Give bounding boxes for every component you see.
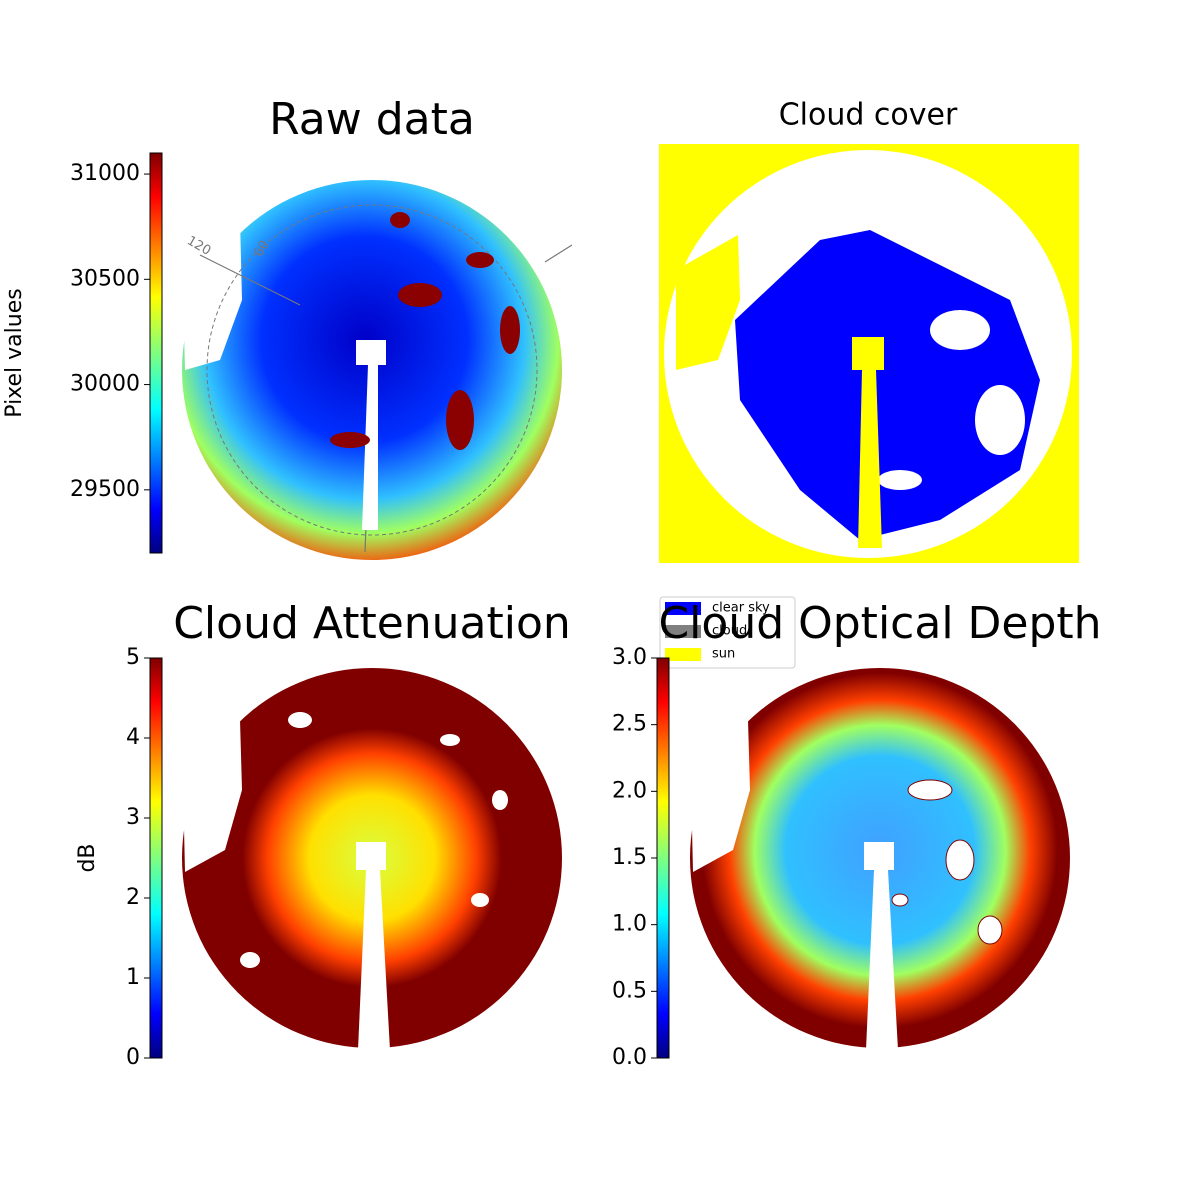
colorbar-tick-label: 0.0 [612,1045,647,1070]
legend-swatch [665,625,701,638]
colorbar-tick-label: 1.5 [612,845,647,870]
colorbar-tick-label: 0.5 [612,978,647,1003]
colorbar [149,657,163,1059]
panel-title: Cloud Optical Depth [658,598,1101,649]
colorbar-tick-label: 3.0 [612,645,647,670]
colorbar [656,657,670,1059]
colorbar-label: Pixel values [2,288,27,417]
colorbar-tick-label: 2.5 [612,712,647,737]
colorbar-label: dB [75,843,100,872]
legend-swatch [665,648,701,661]
colorbar [149,152,163,554]
colorbar-tick-label: 30000 [70,372,140,397]
panel-title: Cloud Attenuation [173,598,571,649]
colorbar-tick-label: 30500 [70,266,140,291]
colorbar-tick-label: 29500 [70,477,140,502]
colorbar-tick-label: 4 [126,725,140,750]
colorbar-tick-label: 5 [126,645,140,670]
colorbar-tick-label: 1.0 [612,912,647,937]
angle-annotation: 60 [252,238,273,260]
colorbar-tick-label: 2 [126,885,140,910]
colorbar-tick-label: 2.0 [612,778,647,803]
panel-title: Cloud cover [779,98,958,133]
panel-title: Raw data [269,94,475,145]
cloud-mask [659,144,1079,563]
sky-image [690,668,1070,1050]
legend-label: clear sky [712,601,770,616]
colorbar-tick-label: 0 [126,1045,140,1070]
legend-label: sun [712,647,735,662]
sky-image [182,668,562,1050]
sky-image [182,180,573,560]
legend-swatch [665,602,701,615]
colorbar-tick-label: 31000 [70,161,140,186]
colorbar-tick-label: 3 [126,805,140,830]
legend-label: cloud [712,624,747,639]
colorbar-tick-label: 1 [126,965,140,990]
